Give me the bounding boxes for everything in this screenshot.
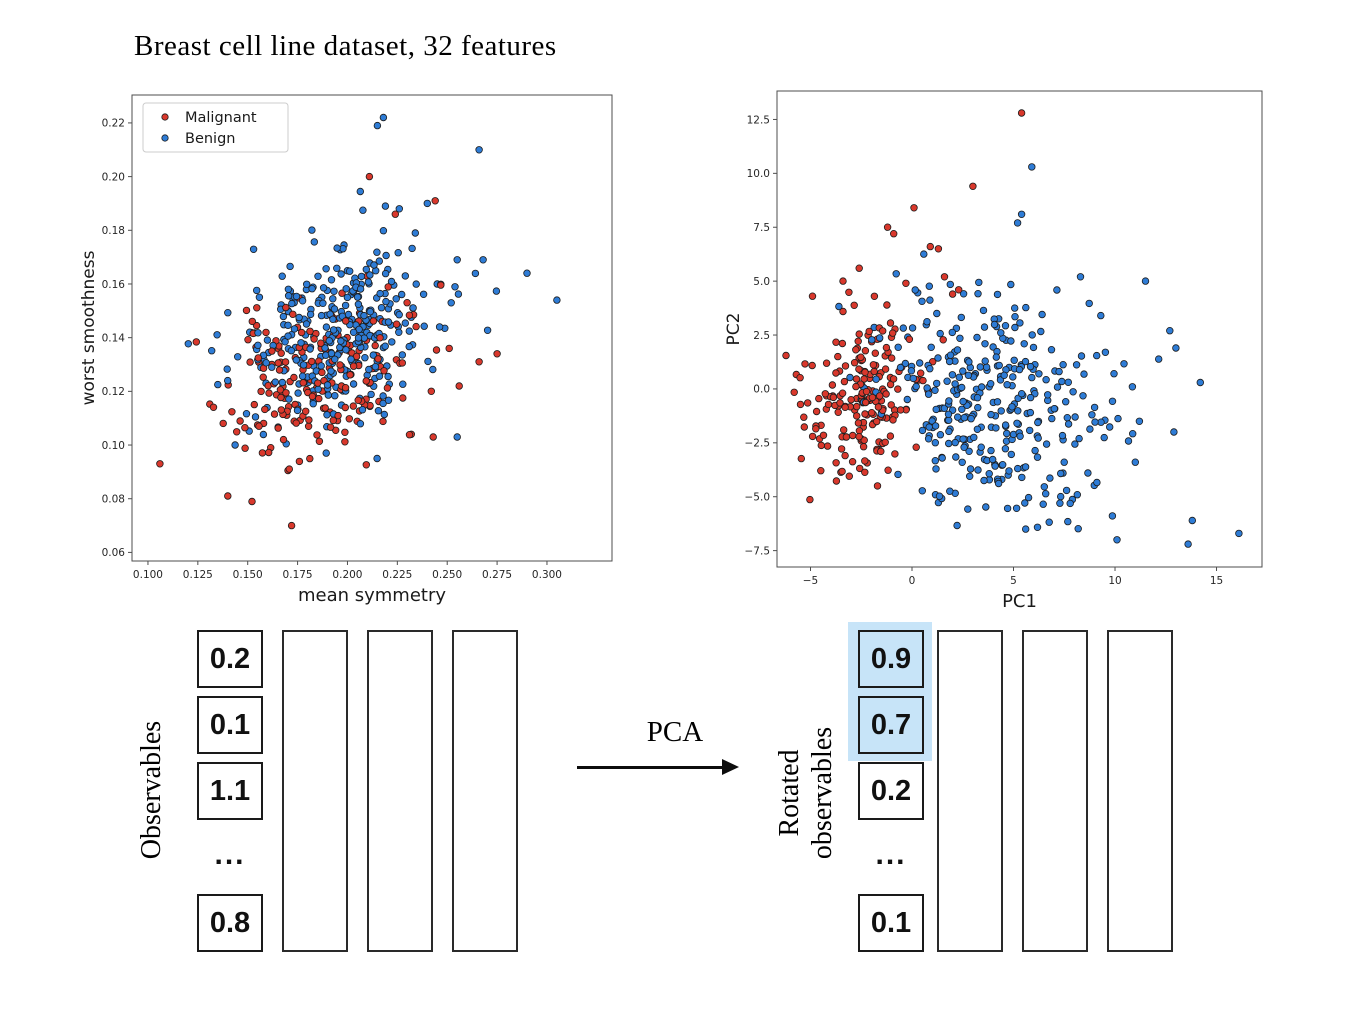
svg-text:PC1: PC1 <box>1002 591 1037 612</box>
rotated-observables-line1: Rotated <box>774 749 805 837</box>
svg-text:0.0: 0.0 <box>753 384 770 396</box>
svg-text:15: 15 <box>1210 575 1223 587</box>
svg-text:5.0: 5.0 <box>753 276 770 288</box>
scatter-points <box>156 113 561 530</box>
scatter-points <box>782 109 1243 548</box>
svg-text:worst smoothness: worst smoothness <box>79 250 99 405</box>
svg-text:−2.5: −2.5 <box>745 438 771 450</box>
svg-text:0.22: 0.22 <box>102 118 125 130</box>
svg-text:5: 5 <box>1010 575 1017 587</box>
legend: Malignant Benign <box>142 102 289 153</box>
empty-vector-column <box>452 630 518 952</box>
observables-empty-columns <box>282 630 518 952</box>
svg-text:0.10: 0.10 <box>102 440 125 452</box>
svg-text:PC2: PC2 <box>724 313 744 346</box>
svg-text:10.0: 10.0 <box>747 168 770 180</box>
svg-text:0.300: 0.300 <box>532 569 562 581</box>
rotated-vector-column: 0.9 0.7 0.2... 0.1 <box>858 630 924 960</box>
svg-text:0.12: 0.12 <box>102 386 125 398</box>
svg-text:0.18: 0.18 <box>102 225 125 237</box>
rotated-observables-line2: observables <box>807 726 838 860</box>
figure-title: Breast cell line dataset, 32 features <box>134 30 557 62</box>
pca-arrow-label: PCA <box>646 716 704 748</box>
svg-text:0.16: 0.16 <box>102 279 126 291</box>
svg-text:Benign: Benign <box>185 131 235 147</box>
svg-text:0.125: 0.125 <box>183 569 213 581</box>
svg-text:Malignant: Malignant <box>185 110 257 126</box>
rotated-observables-label: Rotated observables <box>773 633 839 953</box>
svg-text:mean symmetry: mean symmetry <box>298 585 446 606</box>
svg-text:0.20: 0.20 <box>102 171 125 183</box>
empty-vector-column <box>282 630 348 952</box>
svg-text:0.100: 0.100 <box>133 569 163 581</box>
svg-text:−5: −5 <box>803 575 818 587</box>
svg-text:12.5: 12.5 <box>747 114 770 126</box>
empty-vector-column <box>1022 630 1088 952</box>
svg-text:0.275: 0.275 <box>482 569 512 581</box>
vector-value-box: 0.1 <box>197 696 263 754</box>
pca-arrow-head-icon <box>722 759 739 775</box>
svg-text:0.200: 0.200 <box>332 569 362 581</box>
vector-ellipsis: ... <box>875 838 907 871</box>
scatter-plot-pca: −5 0 5 10 15 −7.5 −5.0 −2.5 0.0 2.5 5.0 7.5 10.0 12.5… <box>724 90 1263 612</box>
svg-text:−5.0: −5.0 <box>745 492 771 504</box>
vector-ellipsis: ... <box>214 838 246 871</box>
vector-value-box: 0.2 <box>858 762 924 820</box>
svg-text:0.250: 0.250 <box>432 569 462 581</box>
rotated-empty-columns <box>937 630 1173 952</box>
vector-value-box: 0.2 <box>197 630 263 688</box>
empty-vector-column <box>937 630 1003 952</box>
vector-value-box: 1.1 <box>197 762 263 820</box>
vector-value-box: 0.7 <box>858 696 924 754</box>
pca-arrow-line <box>577 766 723 769</box>
empty-vector-column <box>1107 630 1173 952</box>
svg-text:0.150: 0.150 <box>233 569 263 581</box>
svg-text:0.14: 0.14 <box>102 332 126 344</box>
svg-text:0.08: 0.08 <box>102 494 125 506</box>
svg-text:7.5: 7.5 <box>753 222 770 234</box>
svg-text:−7.5: −7.5 <box>745 545 771 557</box>
vector-value-box: 0.8 <box>197 894 263 952</box>
empty-vector-column <box>367 630 433 952</box>
observables-label: Observables <box>136 720 167 860</box>
observables-vector-column: 0.2 0.1 1.1... 0.8 <box>197 630 263 960</box>
svg-text:0.225: 0.225 <box>382 569 412 581</box>
svg-text:2.5: 2.5 <box>753 330 770 342</box>
svg-text:0.175: 0.175 <box>283 569 313 581</box>
svg-text:0.06: 0.06 <box>102 547 126 559</box>
scatter-plot-features: 0.100 0.125 0.150 0.175 0.200 0.225 0.250 0.275… <box>79 94 613 606</box>
vector-value-box: 0.9 <box>858 630 924 688</box>
svg-text:10: 10 <box>1108 575 1121 587</box>
vector-value-box: 0.1 <box>858 894 924 952</box>
svg-text:0: 0 <box>909 575 916 587</box>
